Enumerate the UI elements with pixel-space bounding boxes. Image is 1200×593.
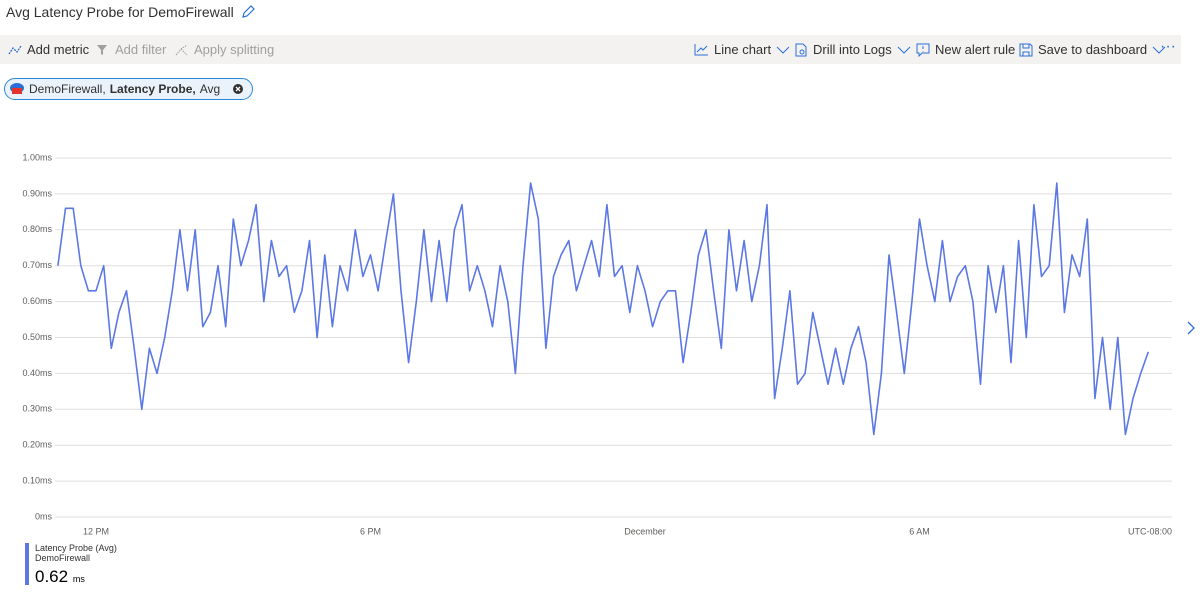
y-tick-label: 0.70ms [22, 260, 52, 270]
icon [694, 44, 708, 56]
drill-into-logs-button[interactable]: Drill into Logs [794, 42, 911, 57]
more-button[interactable]: ··· [1160, 38, 1176, 55]
legend-resource: DemoFirewall [35, 553, 91, 563]
y-tick-label: 0.80ms [22, 224, 52, 234]
header: Avg Latency Probe for DemoFirewall [6, 4, 256, 20]
legend: Latency Probe (Avg) DemoFirewall 0.62 ms [25, 543, 117, 587]
label: Add filter [115, 42, 167, 57]
resource-icon [10, 83, 24, 94]
icon [8, 45, 22, 54]
chart: UTC-08:00 0ms 0.10ms 0.20ms 0.30ms 0.40ms 0.5… [22, 152, 1195, 536]
legend-series-name: Latency Probe (Avg) [35, 543, 117, 553]
chip-aggregation: Avg [199, 82, 221, 96]
apply-splitting-button[interactable]: Apply splitting [175, 42, 274, 57]
series-line [57, 182, 1150, 436]
chevron [776, 46, 790, 54]
x-tick-label: 6 PM [360, 526, 381, 536]
icon [175, 44, 188, 55]
summary-value: 0.62 [35, 567, 69, 586]
x-tick-label: December [624, 526, 666, 536]
summary-unit: ms [72, 574, 85, 584]
add-metric-button[interactable]: Add metric [8, 42, 89, 57]
chart-title: Avg Latency Probe for DemoFirewall [6, 4, 234, 20]
toolbar: Add metric Add filter Apply splitting Li… [0, 35, 1181, 64]
save-to-dashboard-button[interactable]: Save to dashboard [1019, 42, 1166, 57]
icon [916, 43, 930, 57]
label: Drill into Logs [813, 42, 892, 57]
chip-metric: Latency Probe, [109, 82, 196, 96]
y-tick-label: 0.90ms [22, 188, 52, 198]
edit-icon[interactable] [240, 4, 256, 20]
summary: 0.62 ms [35, 567, 117, 587]
y-tick-label: 0.30ms [22, 404, 52, 414]
metric-chip[interactable]: DemoFirewall, Latency Probe, Avg [4, 78, 254, 100]
icon [97, 44, 107, 55]
y-tick-label: 0ms [35, 511, 53, 521]
label: New alert rule [935, 42, 1016, 57]
x-tick-label: 6 AM [909, 526, 930, 536]
label: Save to dashboard [1038, 42, 1148, 57]
y-tick-label: 0.10ms [22, 475, 52, 485]
y-tick-label: 0.60ms [22, 296, 52, 306]
remove-chip[interactable] [232, 83, 244, 95]
next-arrow[interactable] [1187, 321, 1195, 335]
timezone-label: UTC-08:00 [1128, 526, 1172, 536]
y-tick-label: 0.20ms [22, 440, 52, 450]
chevron [1152, 46, 1166, 54]
label: Add metric [27, 42, 90, 57]
chevron [897, 46, 911, 54]
chip-resource: DemoFirewall, [29, 82, 106, 96]
icon [795, 43, 807, 56]
y-tick-label: 0.40ms [22, 368, 52, 378]
label: Apply splitting [194, 42, 275, 57]
icon [1019, 43, 1033, 56]
new-alert-rule-button[interactable]: New alert rule [916, 42, 1015, 57]
line-chart-button[interactable]: Line chart [694, 42, 790, 57]
y-tick-label: 1.00ms [22, 152, 52, 162]
label: Line chart [714, 42, 772, 57]
x-tick-label: 12 PM [83, 526, 109, 536]
y-tick-label: 0.50ms [22, 332, 52, 342]
add-filter-button[interactable]: Add filter [96, 42, 166, 57]
